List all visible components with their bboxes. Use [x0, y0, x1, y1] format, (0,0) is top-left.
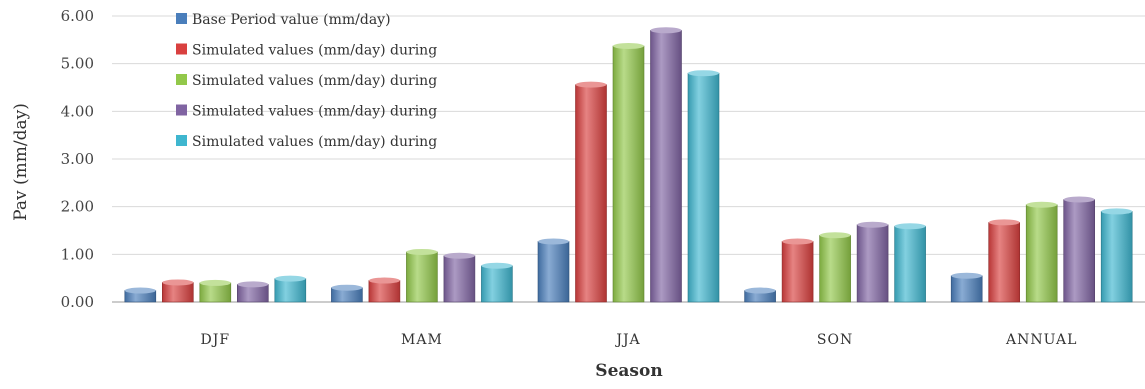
bar-mam-series-3	[406, 251, 438, 303]
y-tick-label: 1.00	[61, 245, 94, 263]
bar-cap	[575, 81, 607, 88]
bar-cap	[538, 238, 569, 245]
y-tick-label: 6.00	[61, 7, 94, 25]
bar-jja-series-2	[575, 84, 607, 303]
bar-cap	[613, 43, 644, 50]
x-category-labels: DJF MAM JJA SON ANNUAL	[201, 332, 1077, 348]
bar-cap	[857, 221, 889, 228]
y-tick-label: 2.00	[61, 198, 94, 216]
bar-mam-series-4	[443, 255, 476, 303]
legend-label: Simulated values (mm/day) during	[192, 104, 437, 120]
bar-son-series-2	[781, 241, 814, 303]
bar-annual-series-3	[1025, 204, 1058, 303]
bar-cap	[1101, 208, 1133, 215]
bar-cap	[894, 223, 926, 230]
bar-jja-series-1	[537, 241, 570, 303]
legend: Base Period value (mm/day) Simulated valu…	[176, 12, 437, 150]
legend-label: Simulated values (mm/day) during	[192, 73, 437, 89]
bar-cap	[237, 281, 269, 288]
legend-swatch	[176, 74, 187, 85]
y-tick-label: 4.00	[61, 102, 94, 120]
legend-swatch	[176, 135, 187, 146]
legend-label: Simulated values (mm/day) during	[192, 43, 437, 59]
bar-cap	[481, 262, 513, 269]
bar-cap	[1063, 196, 1095, 203]
bar-cap	[443, 252, 475, 259]
bar-jja-series-5	[687, 72, 720, 303]
bar-cap	[199, 279, 231, 286]
x-axis-title: Season	[595, 361, 662, 381]
x-category-label: ANNUAL	[1005, 332, 1077, 348]
bar-mam-series-2	[368, 280, 401, 303]
bar-son-series-5	[894, 225, 926, 303]
bar-son-series-3	[819, 234, 851, 303]
y-tick-labels: 0.00 1.00 2.00 3.00 4.00 5.00 6.00	[61, 7, 94, 311]
bar-annual-series-4	[1063, 199, 1095, 303]
x-category-label: SON	[817, 332, 853, 348]
bar-son-series-4	[856, 224, 889, 303]
bar-cap	[1026, 201, 1058, 208]
legend-swatch	[176, 104, 187, 116]
bar-jja-series-3	[612, 45, 645, 303]
x-category-label: MAM	[401, 332, 443, 348]
x-category-label: DJF	[201, 332, 231, 348]
bars	[124, 27, 1133, 303]
legend-label: Base Period value (mm/day)	[192, 12, 391, 28]
bar-cap	[274, 275, 306, 282]
x-category-label: JJA	[614, 332, 640, 348]
y-tick-label: 0.00	[61, 293, 94, 311]
bar-cap	[406, 248, 438, 255]
bar-cap	[331, 284, 363, 291]
y-tick-label: 5.00	[61, 55, 94, 73]
bar-cap	[650, 27, 682, 34]
legend-label: Simulated values (mm/day) during	[192, 134, 437, 150]
legend-swatch	[176, 13, 187, 24]
bar-annual-series-1	[950, 275, 983, 303]
bar-cap	[819, 232, 851, 239]
y-tick-label: 3.00	[61, 150, 94, 168]
bar-jja-series-4	[650, 29, 682, 303]
bar-djf-series-5	[274, 278, 307, 303]
bar-cap	[368, 277, 400, 284]
bar-annual-series-5	[1100, 211, 1133, 303]
bar-cap	[951, 272, 983, 279]
bar-cap	[124, 287, 156, 294]
bar-cap	[162, 279, 194, 286]
y-axis-title: Pav (mm/day)	[11, 103, 31, 221]
bar-annual-series-2	[988, 222, 1021, 303]
bar-cap	[782, 238, 814, 245]
bar-cap	[988, 219, 1020, 226]
bar-cap	[744, 287, 776, 294]
bar-mam-series-5	[481, 265, 513, 303]
bar-cap	[688, 70, 719, 77]
legend-swatch	[176, 43, 187, 55]
